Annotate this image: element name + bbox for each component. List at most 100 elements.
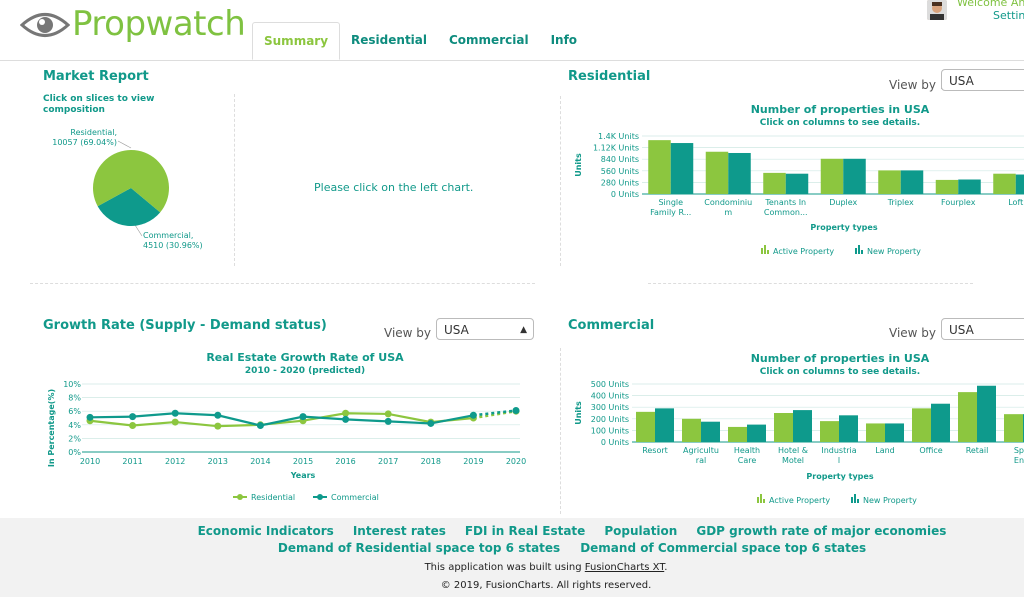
- res-bar-new[interactable]: [728, 152, 751, 194]
- welcome-text: Welcome An: [957, 0, 1024, 9]
- market-report-title: Market Report: [43, 69, 149, 84]
- res-bar-new[interactable]: [900, 170, 924, 194]
- res-ytick: 840 Units: [601, 155, 639, 164]
- growth-legend-commercial[interactable]: Commercial: [331, 493, 379, 502]
- commercial-bar-chart[interactable]: 0 Units 100 Units 200 Units 300 Units 400 Un…: [572, 374, 1024, 514]
- res-bar-active[interactable]: [763, 172, 786, 194]
- com-legend-bar-icon: [857, 499, 859, 503]
- res-bar-new[interactable]: [1015, 174, 1024, 194]
- res-bar-new[interactable]: [670, 143, 694, 194]
- com-ytick: 500 Units: [591, 380, 629, 389]
- tab-info[interactable]: Info: [550, 33, 578, 47]
- growth-point-commercial[interactable]: [299, 413, 307, 421]
- commercial-viewby-select[interactable]: USA: [941, 318, 1024, 340]
- market-pie-chart[interactable]: [80, 135, 190, 245]
- avatar[interactable]: [927, 0, 947, 20]
- growth-point-commercial[interactable]: [129, 413, 137, 421]
- commercial-viewby-label: View by :: [889, 326, 944, 340]
- com-xtick: Office: [919, 446, 942, 455]
- brand-name: Propwatch: [72, 4, 246, 44]
- growth-point-residential[interactable]: [342, 409, 350, 417]
- tab-summary[interactable]: Summary: [252, 22, 341, 60]
- settings-link[interactable]: Settin: [993, 9, 1024, 22]
- com-bar-active[interactable]: [866, 423, 885, 442]
- growth-point-residential[interactable]: [129, 421, 137, 429]
- res-bar-active[interactable]: [705, 151, 729, 194]
- res-bar-active[interactable]: [935, 179, 959, 194]
- res-ytick: 280 Units: [601, 178, 639, 187]
- res-legend-new[interactable]: New Property: [867, 247, 921, 256]
- com-legend-active[interactable]: Active Property: [769, 496, 830, 505]
- res-bar-active[interactable]: [648, 140, 671, 194]
- growth-line-residential: [89, 412, 474, 428]
- growth-point-commercial[interactable]: [171, 409, 179, 417]
- com-bar-new[interactable]: [747, 424, 766, 442]
- growth-point-commercial[interactable]: [427, 419, 435, 427]
- com-bar-active[interactable]: [820, 421, 839, 442]
- growth-line-chart[interactable]: 0% 2% 4% 6% 8% 10% 2010 2011 2012 2013 2014 2015 201…: [40, 376, 540, 512]
- com-bar-new[interactable]: [839, 415, 858, 442]
- growth-point-residential[interactable]: [384, 410, 392, 418]
- com-bar-new[interactable]: [977, 385, 996, 442]
- growth-point-residential[interactable]: [171, 418, 179, 426]
- com-legend-new[interactable]: New Property: [863, 496, 917, 505]
- growth-point-residential[interactable]: [214, 422, 222, 430]
- res-xtick: Condominiu: [704, 198, 752, 207]
- footer-link-gdp[interactable]: GDP growth rate of major economies: [696, 524, 947, 538]
- footer-link-fdi[interactable]: FDI in Real Estate: [464, 524, 586, 538]
- footer-link-residential-demand[interactable]: Demand of Residential space top 6 states: [277, 541, 561, 555]
- res-bar-active[interactable]: [820, 158, 844, 194]
- growth-xtick: 2014: [250, 457, 270, 466]
- com-bar-new[interactable]: [793, 410, 812, 442]
- tab-residential[interactable]: Residential: [351, 33, 427, 47]
- tab-commercial[interactable]: Commercial: [449, 33, 529, 47]
- res-legend-bar-icon: [767, 250, 769, 254]
- com-ylabel: Units: [574, 401, 583, 425]
- footer-link-commercial-demand[interactable]: Demand of Commercial space top 6 states: [580, 541, 867, 555]
- com-bar-new[interactable]: [701, 421, 720, 442]
- pie-label-commercial-name: Commercial,: [143, 231, 194, 240]
- res-bar-new[interactable]: [958, 179, 981, 195]
- footer-link-interest-rates[interactable]: Interest rates: [352, 524, 446, 538]
- footer-link-economic-indicators[interactable]: Economic Indicators: [197, 524, 334, 538]
- growth-line-predicted-residential: [473, 409, 517, 420]
- growth-ytick: 2%: [68, 434, 81, 443]
- com-bar-active[interactable]: [958, 392, 977, 442]
- growth-point-commercial[interactable]: [512, 407, 520, 415]
- res-ytick: 1.12K Units: [593, 144, 639, 153]
- logo[interactable]: Propwatch: [20, 4, 246, 50]
- com-bar-new[interactable]: [931, 403, 950, 442]
- pie-slice-residential[interactable]: [93, 150, 169, 213]
- eye-icon: [20, 13, 70, 37]
- residential-bar-chart[interactable]: 0 Units 280 Units 560 Units 840 Units 1.12K …: [572, 124, 1024, 264]
- com-bar-active[interactable]: [774, 413, 793, 442]
- com-bar-active[interactable]: [1004, 414, 1023, 442]
- com-bar-active[interactable]: [636, 411, 655, 442]
- growth-point-commercial[interactable]: [256, 421, 264, 429]
- res-legend-active[interactable]: Active Property: [773, 247, 834, 256]
- res-bar-active[interactable]: [878, 170, 901, 194]
- growth-legend-residential[interactable]: Residential: [251, 493, 295, 502]
- footer-links-row1: Economic Indicators Interest rates FDI i…: [0, 524, 1024, 538]
- commercial-divider: [560, 348, 561, 514]
- footer-fusioncharts-link[interactable]: FusionCharts XT: [584, 562, 665, 573]
- com-bar-new[interactable]: [885, 423, 904, 442]
- growth-point-commercial[interactable]: [384, 417, 392, 425]
- res-bar-new[interactable]: [785, 173, 809, 194]
- com-bar-active[interactable]: [682, 418, 701, 442]
- com-xtick: Industria: [821, 446, 856, 455]
- pie-slice-commercial[interactable]: [97, 188, 161, 226]
- growth-ytick: 8%: [68, 394, 81, 403]
- res-bar-new[interactable]: [843, 158, 866, 194]
- com-bar-new[interactable]: [655, 408, 674, 442]
- com-bar-active[interactable]: [728, 426, 747, 442]
- growth-point-commercial[interactable]: [469, 411, 477, 419]
- footer-link-population[interactable]: Population: [604, 524, 678, 538]
- growth-viewby-select[interactable]: USA ▲︎: [436, 318, 534, 340]
- res-bar-active[interactable]: [993, 173, 1016, 194]
- com-bar-active[interactable]: [912, 408, 931, 442]
- growth-point-commercial[interactable]: [86, 413, 94, 421]
- growth-point-commercial[interactable]: [342, 415, 350, 423]
- residential-viewby-select[interactable]: USA: [941, 69, 1024, 91]
- growth-point-commercial[interactable]: [214, 411, 222, 419]
